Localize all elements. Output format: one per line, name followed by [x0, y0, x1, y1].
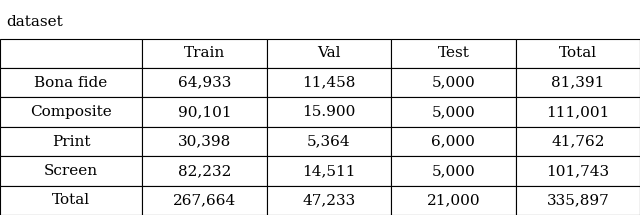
Text: dataset: dataset — [6, 15, 63, 29]
